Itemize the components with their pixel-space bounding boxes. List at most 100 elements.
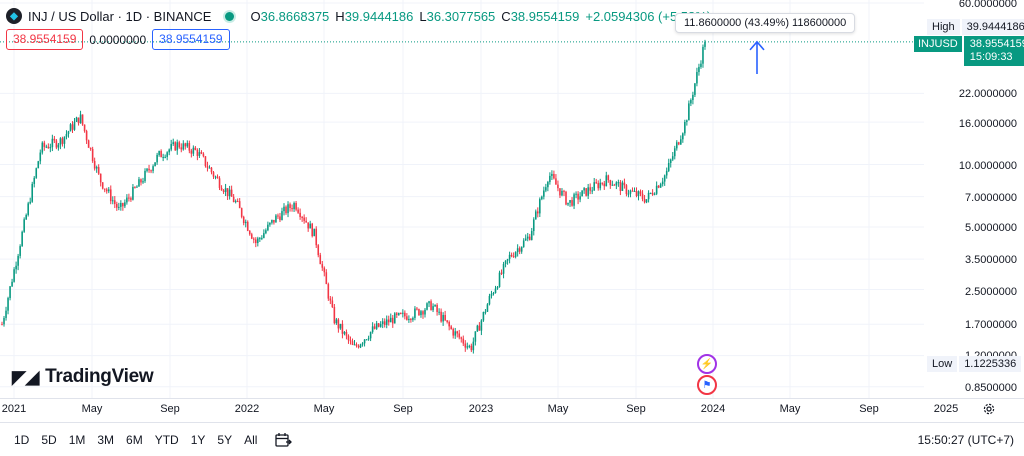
- candle-body: [623, 182, 626, 186]
- candle-body: [281, 211, 283, 221]
- candle-body: [440, 311, 442, 322]
- candle-body: [573, 194, 575, 206]
- candle-body: [248, 230, 251, 235]
- candle-body: [293, 202, 295, 210]
- measure-arrow-icon[interactable]: [749, 40, 765, 74]
- candle-body: [587, 187, 589, 196]
- candle-body: [414, 308, 416, 318]
- candle-body: [61, 138, 64, 144]
- candle-body: [486, 304, 489, 312]
- candle-body: [365, 339, 368, 341]
- candle-body: [383, 321, 386, 325]
- candle-body: [428, 301, 430, 304]
- candle-body: [551, 173, 553, 176]
- candle-body: [297, 209, 299, 213]
- candle-body: [593, 182, 595, 191]
- candle-body: [21, 231, 23, 247]
- price-tick: 2.5000000: [965, 286, 1017, 298]
- candle-body: [327, 284, 330, 299]
- candle-body: [329, 298, 332, 301]
- candle-body: [305, 220, 307, 223]
- range-5y-button[interactable]: 5Y: [217, 432, 233, 447]
- candle-body: [277, 215, 279, 217]
- candle-body: [234, 201, 237, 203]
- candle-body: [653, 193, 656, 195]
- clock-timezone[interactable]: 15:50:27 (UTC+7): [917, 432, 1014, 447]
- candle-body: [252, 238, 255, 240]
- candle-body: [671, 156, 674, 160]
- candle-body: [643, 198, 646, 203]
- range-1y-button[interactable]: 1Y: [190, 432, 206, 447]
- candle-body: [458, 333, 461, 338]
- candle-body: [63, 136, 66, 144]
- candle-body: [583, 188, 585, 191]
- range-1d-button[interactable]: 1D: [14, 432, 30, 447]
- candle-body: [649, 192, 652, 194]
- candle-body: [667, 162, 670, 171]
- candle-body: [331, 300, 334, 307]
- candle-body: [512, 256, 515, 258]
- low-tag-value: 1.1225336: [959, 356, 1022, 372]
- candle-body: [182, 143, 185, 150]
- price-chart[interactable]: [0, 0, 924, 398]
- event-flag-icon[interactable]: ⚑: [697, 375, 717, 395]
- tradingview-logo[interactable]: ◤◢ TradingView: [12, 366, 154, 388]
- current-price-box: 38.9554159 15:09:33: [963, 36, 1024, 66]
- candle-body: [321, 264, 324, 268]
- candle-body: [696, 72, 698, 84]
- candle-body: [539, 199, 541, 214]
- sell-price-button[interactable]: 38.9554159: [6, 29, 84, 50]
- candle-body: [526, 236, 529, 239]
- candle-body: [128, 197, 130, 199]
- candle-body: [510, 254, 513, 257]
- candle-body: [259, 238, 261, 240]
- candle-body: [381, 321, 384, 325]
- candle-body: [369, 331, 372, 339]
- event-flash-icon[interactable]: ⚡: [697, 354, 717, 374]
- time-label: 2023: [468, 403, 494, 415]
- candle-body: [319, 255, 322, 265]
- candle-body: [436, 304, 438, 312]
- candle-body: [680, 139, 682, 145]
- candle-body: [609, 180, 612, 186]
- trade-buttons: 38.9554159 0.0000000 38.9554159: [6, 29, 230, 50]
- range-all-button[interactable]: All: [244, 432, 258, 447]
- candle-body: [408, 318, 410, 320]
- high-value: 39.9444186: [344, 8, 414, 24]
- candle-body: [682, 133, 684, 140]
- candle-body: [500, 272, 503, 274]
- time-axis[interactable]: 2021 May Sep 2022 May Sep 2023 May Sep 2…: [0, 398, 1024, 420]
- candle-body: [504, 260, 507, 265]
- candle-body: [549, 175, 551, 183]
- range-3m-button[interactable]: 3M: [97, 432, 115, 447]
- candle-body: [283, 206, 285, 212]
- bottom-toolbar: 1D 5D 1M 3M 6M YTD 1Y 5Y All 15:50:27 (U…: [0, 422, 1024, 456]
- candle-body: [15, 265, 17, 270]
- candle-body: [83, 124, 86, 132]
- calendar-goto-icon[interactable]: [273, 430, 293, 450]
- candle-body: [111, 200, 114, 202]
- symbol-title[interactable]: INJ / US Dollar · 1D · BINANCE: [28, 8, 212, 24]
- tradingview-logo-icon: ◤◢: [12, 366, 40, 387]
- candle-body: [661, 181, 664, 185]
- candle-body: [611, 184, 614, 186]
- candle-body: [349, 340, 352, 342]
- candle-body: [27, 203, 29, 215]
- candle-body: [210, 167, 213, 173]
- time-label: Sep: [393, 403, 413, 415]
- gear-icon[interactable]: [982, 402, 996, 416]
- candle-body: [607, 175, 610, 181]
- candle-body: [7, 298, 9, 311]
- candle-body: [605, 175, 608, 187]
- range-ytd-button[interactable]: YTD: [154, 432, 179, 447]
- chart-pane[interactable]: ◆ INJ / US Dollar · 1D · BINANCE O 36.86…: [0, 0, 924, 398]
- range-6m-button[interactable]: 6M: [126, 432, 143, 447]
- candle-body: [514, 252, 517, 257]
- candle-body: [663, 175, 666, 182]
- candle-body: [391, 317, 394, 324]
- candle-body: [684, 121, 686, 134]
- range-1m-button[interactable]: 1M: [68, 432, 86, 447]
- range-5d-button[interactable]: 5D: [41, 432, 57, 447]
- price-axis[interactable]: 60.0000000 22.0000000 16.0000000 10.0000…: [914, 0, 1024, 398]
- buy-price-button[interactable]: 38.9554159: [152, 29, 230, 50]
